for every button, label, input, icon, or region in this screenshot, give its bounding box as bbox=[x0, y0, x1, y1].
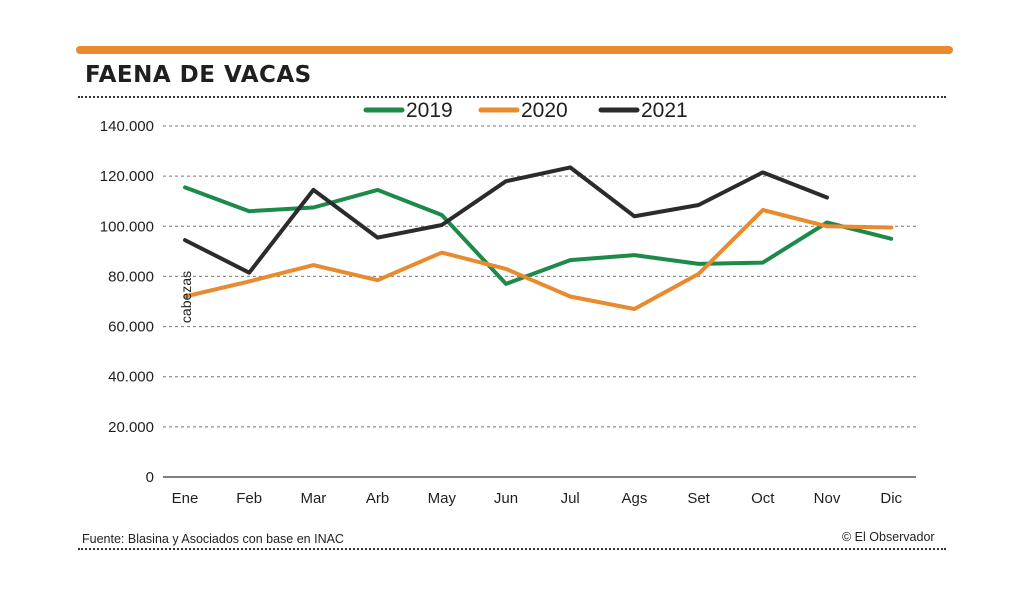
legend-item-2019: 2019 bbox=[363, 99, 453, 122]
x-tick-label: Jul bbox=[561, 490, 580, 507]
x-tick-label: Dic bbox=[880, 490, 902, 507]
y-axis-ticks: 0 20.000 40.000 60.000 80.000 100.000 120.000 1… bbox=[100, 118, 154, 486]
x-axis-ticks: Ene Feb Mar Arb May Jun Jul Ags Set Oct Nov Dic bbox=[172, 490, 903, 507]
title-divider bbox=[78, 96, 946, 98]
chart-title: FAENA DE VACAS bbox=[85, 62, 312, 88]
x-tick-label: Oct bbox=[751, 490, 775, 507]
x-tick-label: May bbox=[428, 490, 457, 507]
series-line-2020 bbox=[183, 208, 894, 311]
legend-label: 2019 bbox=[406, 99, 453, 122]
legend-label: 2021 bbox=[641, 99, 688, 122]
y-tick-label: 40.000 bbox=[108, 369, 154, 386]
source-divider bbox=[78, 548, 946, 550]
x-tick-label: Arb bbox=[366, 490, 389, 507]
x-tick-label: Feb bbox=[236, 490, 262, 507]
x-tick-label: Ene bbox=[172, 490, 199, 507]
y-tick-label: 60.000 bbox=[108, 319, 154, 336]
accent-bar bbox=[76, 46, 953, 54]
series-lines bbox=[183, 165, 894, 311]
y-tick-label: 80.000 bbox=[108, 268, 154, 285]
y-axis-label: cabezas bbox=[178, 271, 194, 323]
x-tick-label: Nov bbox=[814, 490, 841, 507]
y-tick-label: 140.000 bbox=[100, 118, 154, 135]
credit-label: © El Observador bbox=[842, 530, 935, 544]
legend: 2019 2020 2021 bbox=[363, 99, 688, 122]
x-tick-label: Ags bbox=[621, 490, 647, 507]
x-tick-label: Mar bbox=[300, 490, 326, 507]
y-tick-label: 100.000 bbox=[100, 218, 154, 235]
series-line-2021 bbox=[183, 165, 829, 275]
legend-item-2021: 2021 bbox=[598, 99, 688, 122]
source-note: Fuente: Blasina y Asociados con base en … bbox=[82, 532, 344, 546]
gridlines bbox=[163, 125, 916, 478]
y-tick-label: 120.000 bbox=[100, 168, 154, 185]
x-tick-label: Set bbox=[687, 490, 710, 507]
legend-item-2020: 2020 bbox=[478, 99, 568, 122]
series-line-2019 bbox=[183, 185, 894, 286]
legend-label: 2020 bbox=[521, 99, 568, 122]
y-tick-label: 0 bbox=[146, 469, 154, 486]
x-tick-label: Jun bbox=[494, 490, 518, 507]
y-tick-label: 20.000 bbox=[108, 419, 154, 436]
